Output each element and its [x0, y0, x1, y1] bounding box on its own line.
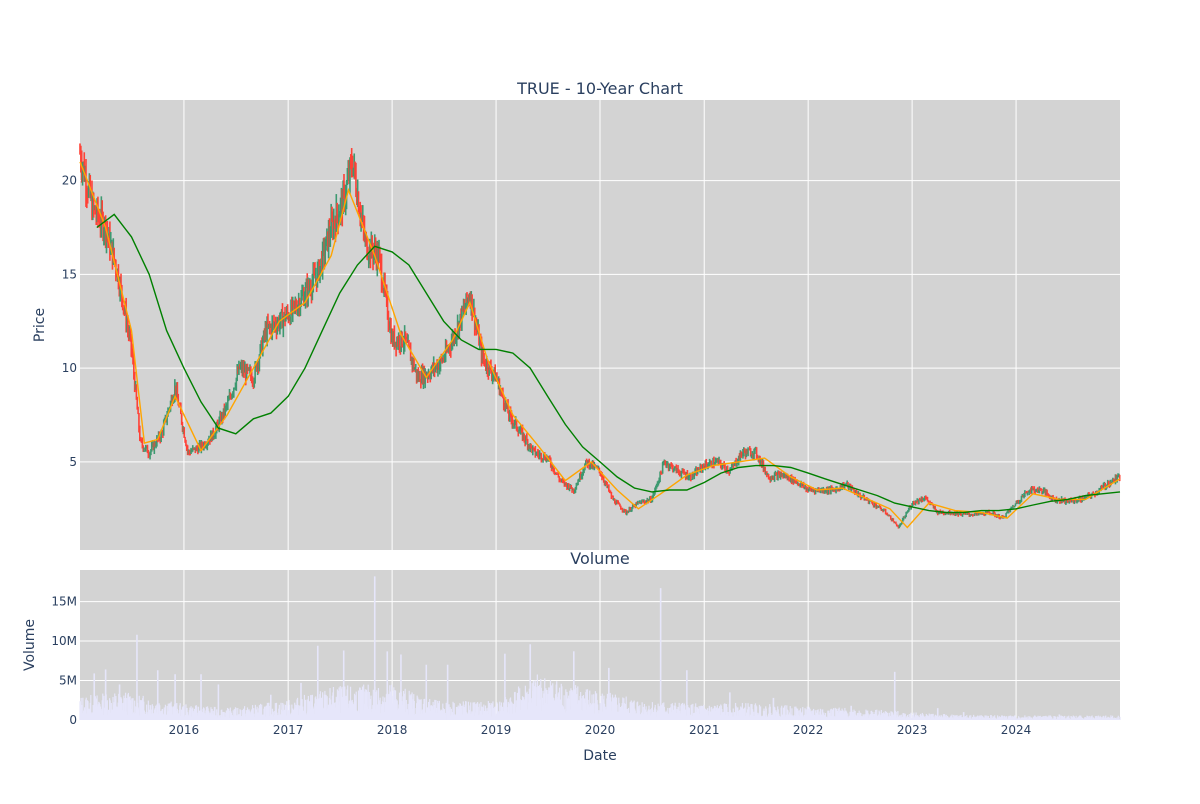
x-tick-label: 2016: [169, 723, 200, 737]
volume-y-tick-label: 0: [69, 713, 77, 727]
x-tick-label: 2021: [689, 723, 720, 737]
volume-y-tick-label: 5M: [59, 674, 77, 688]
volume-grid: [80, 570, 1120, 720]
x-tick-label: 2017: [273, 723, 304, 737]
x-axis-label: Date: [583, 748, 616, 764]
price-y-axis-label: Price: [32, 308, 48, 342]
price-chart-title: TRUE - 10-Year Chart: [516, 79, 683, 98]
volume-y-axis-label: Volume: [22, 619, 38, 671]
x-tick-label: 2024: [1001, 723, 1032, 737]
volume-bars: [79, 576, 1121, 720]
x-tick-label: 2022: [793, 723, 824, 737]
price-y-ticks: 5 10 15 20: [62, 174, 77, 469]
x-tick-label: 2023: [897, 723, 928, 737]
volume-y-tick-label: 10M: [51, 634, 77, 648]
price-y-tick-label: 5: [69, 455, 77, 469]
x-tick-label: 2020: [585, 723, 616, 737]
x-tick-label: 2019: [481, 723, 512, 737]
volume-x-ticks: 2016 2017 2018 2019 2020 2021 2022 2023 2024: [169, 723, 1032, 737]
volume-y-ticks: 0 5M 10M 15M: [51, 595, 77, 727]
price-y-tick-label: 10: [62, 361, 77, 375]
long-moving-average-line: [96, 213, 1121, 514]
price-y-tick-label: 20: [62, 174, 77, 188]
short-moving-average-line: [79, 161, 1121, 529]
x-tick-label: 2018: [377, 723, 408, 737]
price-y-tick-label: 15: [62, 267, 77, 281]
price-moving-averages: [79, 161, 1121, 529]
volume-chart-title: Volume: [570, 549, 630, 568]
volume-y-tick-label: 15M: [51, 595, 77, 609]
